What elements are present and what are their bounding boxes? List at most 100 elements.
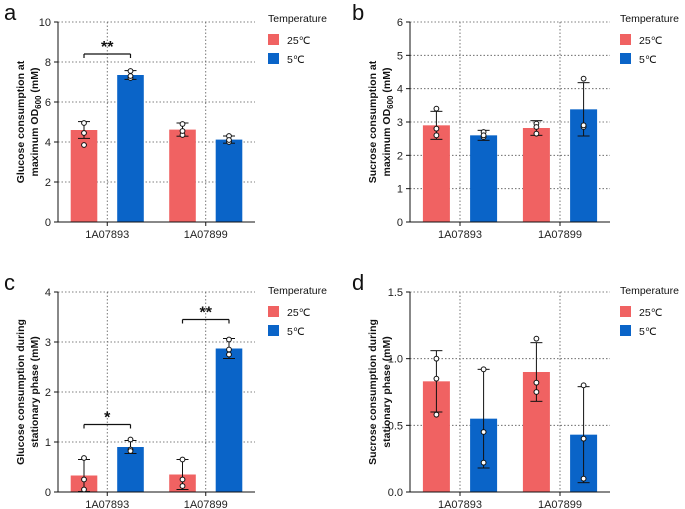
data-point <box>81 455 87 461</box>
data-point <box>580 435 587 442</box>
panel-letter: d <box>352 270 364 295</box>
significance-label: * <box>104 410 111 427</box>
y-tick-label: 0 <box>45 487 51 499</box>
data-point <box>533 130 540 137</box>
data-point <box>179 456 186 463</box>
y-tick-label: 0 <box>45 217 51 229</box>
y-axis-title-line2: stationary phase (mM) <box>381 336 393 447</box>
legend-title: Temperature <box>620 285 679 297</box>
y-axis-title-text: maximum OD <box>381 108 393 176</box>
data-point <box>580 475 587 482</box>
data-point <box>480 366 487 373</box>
data-point <box>179 128 186 134</box>
y-tick-label: 1.5 <box>388 287 403 299</box>
legend-label: 25℃ <box>287 307 311 319</box>
x-tick-label: 1A07893 <box>85 499 129 509</box>
legend-label: 5℃ <box>287 54 305 66</box>
x-tick-label: 1A07899 <box>538 229 582 241</box>
data-point <box>433 375 440 382</box>
y-axis-title-unit: (mM) <box>381 67 393 95</box>
chart-panel-d: d 0.0 0.5 1.0 1.5 1A07893 1A07899 Sucrose consu… <box>352 270 679 509</box>
y-tick-label: 0.0 <box>388 487 403 499</box>
x-tick-label: 1A07899 <box>184 499 228 509</box>
legend-label: 25℃ <box>287 35 311 47</box>
bar-a-1A07899-cold <box>215 139 243 222</box>
y-axis-title-text: maximum OD <box>29 108 41 176</box>
data-point <box>480 132 487 139</box>
legend-swatch-cold <box>620 325 631 336</box>
data-point <box>127 68 134 74</box>
y-tick-label: 2 <box>45 387 51 399</box>
y-axis-title-line1: Glucose consumption at <box>15 60 27 183</box>
y-tick-label: 0.5 <box>388 420 403 432</box>
y-tick-label: 2 <box>45 177 51 189</box>
legend-swatch-warm <box>268 34 279 45</box>
bar-b-1A07893-warm <box>422 125 450 222</box>
bar-a-1A07893-cold <box>117 75 144 222</box>
x-tick-label: 1A07893 <box>438 229 482 241</box>
legend-title: Temperature <box>620 13 679 25</box>
y-axis-title-subscript: 600 <box>386 95 395 109</box>
y-axis-title-line1: Glucose consumption during <box>15 319 27 465</box>
data-point <box>433 355 440 362</box>
data-point <box>81 476 87 483</box>
y-tick-label: 1 <box>45 437 51 449</box>
y-axis-title-line2: stationary phase (mM) <box>29 336 41 447</box>
y-tick-label: 3 <box>45 337 51 349</box>
y-tick-label: 8 <box>45 57 51 69</box>
y-axis-title: Glucose consumption at maximum OD600 (mM) <box>15 60 43 183</box>
y-axis-title-line2: maximum OD600 (mM) <box>381 67 395 176</box>
chart-panel-b: b 0 1 2 3 4 5 6 1A07893 1A07899 Sucrose consumptio… <box>352 0 679 241</box>
data-point <box>580 382 587 389</box>
data-point <box>179 121 186 127</box>
data-point <box>81 486 87 493</box>
bar-c-1A07893-cold <box>117 447 144 492</box>
data-point <box>226 351 232 358</box>
bar-a-1A07899-warm <box>169 129 196 222</box>
data-point <box>127 448 134 454</box>
data-point <box>81 142 87 148</box>
y-tick-label: 6 <box>397 17 403 29</box>
data-point <box>480 459 487 466</box>
data-point <box>433 105 440 112</box>
data-point <box>226 137 232 143</box>
chart-panel-c: c 0 1 2 3 4 1A07893 1A07899 Glucose consumption … <box>4 270 327 509</box>
x-tick-label: 1A07899 <box>184 229 228 241</box>
legend-swatch-warm <box>620 306 631 317</box>
y-tick-label: 2 <box>397 150 403 162</box>
data-point <box>81 120 87 126</box>
legend-swatch-cold <box>268 53 279 64</box>
legend-label: 5℃ <box>639 326 657 338</box>
data-point <box>179 483 186 489</box>
x-tick-label: 1A07893 <box>438 499 482 509</box>
panel-letter: c <box>4 270 15 295</box>
panel-letter: b <box>352 0 364 25</box>
legend-label: 5℃ <box>639 54 657 66</box>
data-point <box>533 335 540 342</box>
data-point <box>127 73 134 79</box>
legend-label: 5℃ <box>287 326 305 338</box>
chart-panel-a: a 0 2 4 6 8 10 1A07893 1A07899 Glucose consumptio… <box>4 0 327 241</box>
panel-letter: a <box>4 0 17 25</box>
y-tick-label: 6 <box>45 97 51 109</box>
data-point <box>533 389 540 395</box>
data-point <box>580 122 587 129</box>
y-tick-label: 4 <box>45 287 51 299</box>
y-axis-title-line1: Sucrose consumption during <box>367 319 379 465</box>
legend-title: Temperature <box>268 285 327 297</box>
y-tick-label: 4 <box>45 137 51 149</box>
legend-swatch-cold <box>620 53 631 64</box>
y-axis-title-unit: (mM) <box>29 67 41 95</box>
data-point <box>480 429 487 435</box>
y-tick-label: 3 <box>397 117 403 129</box>
significance-label: ** <box>101 39 114 56</box>
bar-b-1A07893-cold <box>470 135 498 222</box>
x-tick-label: 1A07899 <box>538 499 582 509</box>
y-tick-label: 5 <box>397 50 403 62</box>
y-tick-label: 1.0 <box>388 354 403 366</box>
y-tick-label: 1 <box>397 184 403 196</box>
data-point <box>179 476 186 483</box>
y-tick-label: 4 <box>397 84 403 96</box>
y-axis-title-subscript: 600 <box>34 95 43 109</box>
